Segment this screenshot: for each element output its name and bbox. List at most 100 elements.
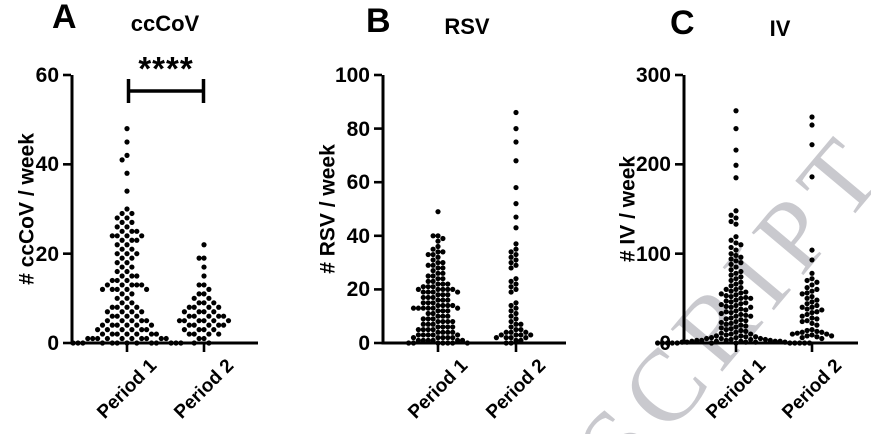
- data-point: [114, 224, 120, 230]
- data-point: [445, 324, 451, 330]
- y-tick-label: 60: [35, 64, 59, 87]
- y-tick-label: 60: [346, 171, 370, 195]
- data-point: [809, 327, 815, 333]
- data-point: [129, 228, 135, 234]
- data-point: [513, 262, 519, 268]
- y-tick-label: 40: [35, 153, 59, 177]
- data-point: [743, 339, 749, 345]
- data-point: [148, 331, 155, 337]
- data-point: [425, 310, 431, 317]
- data-point: [743, 323, 749, 329]
- data-point: [723, 293, 729, 299]
- data-point: [513, 300, 519, 306]
- y-tick-label: 40: [346, 224, 370, 248]
- data-point: [181, 309, 187, 315]
- data-point: [148, 340, 155, 346]
- data-point: [757, 335, 764, 342]
- data-point: [201, 264, 207, 270]
- data-point: [435, 243, 441, 250]
- data-point: [440, 270, 446, 276]
- data-point: [508, 308, 514, 314]
- data-point: [201, 300, 207, 306]
- data-point: [743, 294, 749, 301]
- data-point: [206, 286, 212, 292]
- data-point: [114, 331, 120, 337]
- data-point: [513, 337, 519, 343]
- data-point: [435, 302, 441, 309]
- data-point: [420, 316, 426, 322]
- data-point: [124, 260, 130, 266]
- data-point: [139, 335, 145, 342]
- data-point: [181, 327, 187, 333]
- data-point: [718, 330, 724, 336]
- data-point: [728, 218, 734, 225]
- data-point: [415, 327, 421, 333]
- data-point: [430, 305, 436, 311]
- data-point: [738, 295, 744, 301]
- data-point: [119, 318, 125, 324]
- data-point: [201, 273, 207, 279]
- data-point: [450, 324, 456, 330]
- data-point: [799, 291, 805, 297]
- data-point: [513, 241, 519, 247]
- data-point: [114, 260, 120, 266]
- data-point: [119, 309, 125, 315]
- y-tick-label: 0: [659, 332, 671, 355]
- data-point: [762, 336, 769, 343]
- data-point: [435, 281, 441, 287]
- data-point: [435, 270, 441, 276]
- data-point: [450, 286, 456, 292]
- data-point: [804, 327, 810, 334]
- data-point: [829, 333, 835, 339]
- data-point: [186, 313, 192, 319]
- data-point: [728, 288, 734, 294]
- data-point: [425, 327, 431, 333]
- data-point: [508, 335, 514, 341]
- data-point: [513, 158, 519, 164]
- data-point: [109, 233, 115, 239]
- data-point: [124, 215, 130, 221]
- data-point: [430, 294, 436, 301]
- data-point: [728, 310, 734, 316]
- data-point: [738, 317, 744, 323]
- data-point: [809, 174, 815, 180]
- data-point: [659, 340, 666, 346]
- data-point: [450, 329, 456, 335]
- data-point: [513, 109, 519, 116]
- data-point: [124, 268, 130, 275]
- data-point: [440, 281, 446, 287]
- data-point: [196, 318, 202, 324]
- data-point: [201, 309, 207, 315]
- data-point: [124, 170, 130, 176]
- data-point: [819, 335, 825, 342]
- data-point: [109, 304, 115, 310]
- data-point: [513, 316, 519, 322]
- data-point: [733, 221, 739, 227]
- data-point: [738, 333, 744, 339]
- data-point: [196, 335, 202, 342]
- data-point: [809, 332, 815, 338]
- panel-a-y-axis-label: # ccCoV / week: [15, 133, 39, 285]
- data-point: [440, 318, 446, 325]
- data-point: [435, 292, 441, 298]
- data-point: [440, 292, 446, 298]
- data-point: [733, 286, 739, 292]
- data-point: [733, 234, 739, 240]
- panel-a-letter: A: [52, 0, 77, 36]
- data-point: [420, 294, 426, 301]
- data-point: [733, 175, 739, 181]
- data-point: [777, 338, 783, 344]
- data-point: [723, 321, 729, 327]
- data-point: [153, 340, 159, 346]
- data-point: [814, 316, 820, 322]
- data-point: [513, 214, 519, 220]
- data-point: [704, 335, 710, 342]
- data-point: [144, 327, 150, 333]
- dot-group-cccov-2: [176, 242, 232, 346]
- data-point: [733, 329, 739, 335]
- data-point: [119, 157, 125, 163]
- data-point: [191, 313, 197, 319]
- data-point: [124, 206, 130, 212]
- data-point: [80, 340, 86, 346]
- data-point: [119, 264, 125, 270]
